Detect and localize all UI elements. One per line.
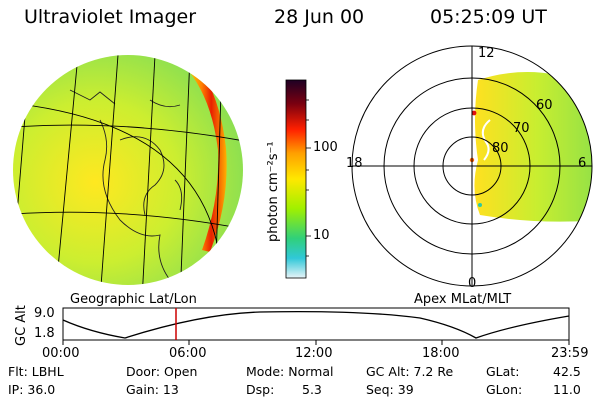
time-tick-0600: 06:00 — [169, 346, 207, 361]
mlt-label-6: 6 — [578, 156, 587, 171]
instrument-title: Ultraviolet Imager — [24, 6, 197, 28]
status-door: Door: Open — [126, 364, 198, 379]
time-tick-1800: 18:00 — [422, 346, 460, 361]
status-dsp-value: 5.3 — [302, 382, 322, 397]
mlat-label-60: 60 — [536, 98, 553, 113]
mlt-label-18: 18 — [346, 156, 363, 171]
status-glon-value: 11.0 — [553, 382, 581, 397]
time-label: 05:25:09 UT — [430, 6, 547, 28]
status-glon-label: GLon: — [486, 382, 523, 397]
status-gc-alt: GC Alt: 7.2 Re — [366, 364, 454, 379]
status-ip: IP: 36.0 — [8, 382, 56, 397]
status-mode: Mode: Normal — [246, 364, 334, 379]
colorbar-tick-10: 10 — [313, 228, 330, 243]
status-glat-label: GLat: — [486, 364, 520, 379]
time-tick-1200: 12:00 — [295, 346, 333, 361]
status-seq: Seq: 39 — [366, 382, 414, 397]
mlt-label-0: 0 — [468, 276, 477, 291]
status-glat-value: 42.5 — [553, 364, 581, 379]
mlat-label-80: 80 — [492, 141, 509, 156]
polar-caption: Apex MLat/MLT — [414, 292, 512, 307]
time-tick-2359: 23:59 — [551, 346, 589, 361]
date-label: 28 Jun 00 — [274, 6, 365, 28]
status-dsp-label: Dsp: — [246, 382, 275, 397]
colorbar-tick-100: 100 — [313, 140, 338, 155]
time-tick-0000: 00:00 — [42, 346, 80, 361]
status-gain: Gain: 13 — [126, 382, 179, 397]
altitude-ytick-low: 1.8 — [34, 326, 55, 341]
altitude-ylabel: GC Alt — [14, 305, 29, 346]
mlt-label-12: 12 — [478, 46, 495, 61]
mlat-label-70: 70 — [513, 121, 530, 136]
altitude-ytick-high: 9.0 — [34, 306, 55, 321]
status-flt: Flt: LBHL — [8, 364, 64, 379]
geo-caption: Geographic Lat/Lon — [70, 292, 197, 307]
